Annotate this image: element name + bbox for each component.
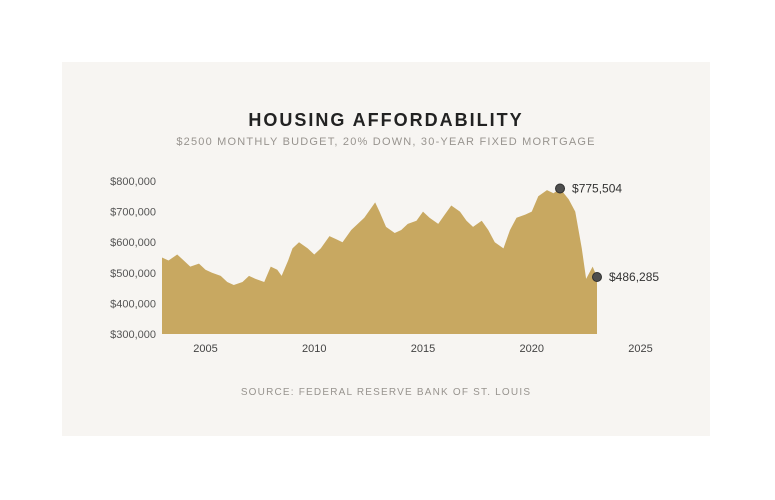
area-chart-svg: $300,000 $400,000 $500,000 $600,000 $700,000… <box>102 175 692 358</box>
y-tick-label: $300,000 <box>110 329 156 341</box>
y-tick-label: $700,000 <box>110 207 156 219</box>
x-tick-label: 2025 <box>628 343 652 355</box>
chart-title: HOUSING AFFORDABILITY <box>62 110 710 131</box>
x-tick-label: 2005 <box>193 343 217 355</box>
chart-subtitle: $2500 MONTHLY BUDGET, 20% DOWN, 30-YEAR … <box>62 136 710 148</box>
x-tick-label: 2015 <box>411 343 435 355</box>
chart-source: SOURCE: FEDERAL RESERVE BANK OF ST. LOUI… <box>62 387 710 398</box>
chart-plot-area: $300,000 $400,000 $500,000 $600,000 $700,000… <box>102 175 692 358</box>
chart-card: HOUSING AFFORDABILITY $2500 MONTHLY BUDG… <box>62 62 710 436</box>
x-tick-label: 2010 <box>302 343 326 355</box>
y-tick-label: $800,000 <box>110 176 156 188</box>
annotation-label: $775,504 <box>572 181 622 195</box>
y-tick-label: $600,000 <box>110 237 156 249</box>
annotation-label: $486,285 <box>609 270 659 284</box>
x-tick-label: 2020 <box>520 343 544 355</box>
y-tick-label: $500,000 <box>110 268 156 280</box>
area-series <box>162 188 597 334</box>
annotation-marker <box>556 184 565 193</box>
y-tick-label: $400,000 <box>110 298 156 310</box>
annotation-marker <box>593 272 602 281</box>
